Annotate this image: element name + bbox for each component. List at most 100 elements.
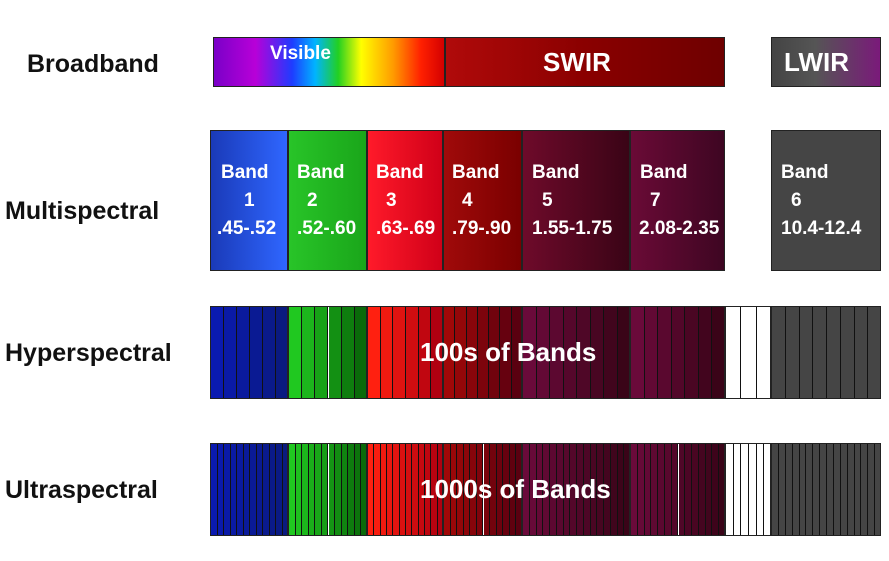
hyperspectral-band-stripe [237, 307, 250, 398]
band-3-number: 3 [386, 190, 397, 211]
ultraspectral-band-stripe [847, 444, 855, 535]
hyperspectral-band-stripe [431, 307, 442, 398]
ultraspectral-band-stripe [806, 444, 814, 535]
ultraspectral-band-stripe [308, 444, 316, 535]
ultraspectral-band-stripe [431, 444, 438, 535]
hyperspectral-segment [725, 306, 771, 399]
ultraspectral-band-stripe [733, 444, 742, 535]
hyperspectral-band-stripe [354, 307, 366, 398]
ultraspectral-band-stripe [624, 444, 629, 535]
band-2-label: Band [297, 162, 345, 183]
band-3-range: .63-.69 [376, 218, 436, 239]
ultraspectral-band-stripe [354, 444, 362, 535]
ultraspectral-segment [210, 443, 288, 536]
hyperspectral-band-stripe [263, 307, 276, 398]
ultraspectral-band-stripe [250, 444, 257, 535]
hyperspectral-band-stripe [631, 307, 645, 398]
ultraspectral-band-stripe [792, 444, 800, 535]
hyperspectral-band-stripe [799, 307, 814, 398]
ultraspectral-band-stripe [756, 444, 765, 535]
hyperspectral-segment [771, 306, 881, 399]
ultraspectral-segment [288, 443, 367, 536]
hyperspectral-band-stripe [406, 307, 419, 398]
ultraspectral-band-stripe [321, 444, 329, 535]
hyperspectral-band-stripe [868, 307, 880, 398]
band-5-box: Band 5 1.55-1.75 [522, 130, 630, 271]
ultraspectral-band-stripe [726, 444, 734, 535]
hyperspectral-band-stripe [658, 307, 672, 398]
ultraspectral-band-stripe [399, 444, 406, 535]
hyperspectral-segment [443, 306, 522, 399]
ultraspectral-band-stripe [556, 444, 564, 535]
hyperspectral-band-stripe [224, 307, 237, 398]
ultraspectral-band-stripe [237, 444, 244, 535]
band-4-range: .79-.90 [452, 218, 512, 239]
visible-bar: Visible [213, 37, 445, 87]
band-6-number: 6 [791, 190, 802, 211]
hyperspectral-band-stripe [854, 307, 869, 398]
hyperspectral-band-stripe [712, 307, 724, 398]
ultraspectral-band-stripe [543, 444, 550, 535]
hyperspectral-band-stripe [341, 307, 355, 398]
hyperspectral-band-stripe [772, 307, 786, 398]
hyperspectral-band-stripe [827, 307, 841, 398]
ultraspectral-band-stripe [631, 444, 638, 535]
ultraspectral-band-stripe [529, 444, 537, 535]
ultraspectral-band-stripe [698, 444, 706, 535]
ultraspectral-band-stripe [785, 444, 793, 535]
ultraspectral-band-stripe [224, 444, 231, 535]
ultraspectral-segment [443, 443, 522, 536]
hyperspectral-segment [210, 306, 288, 399]
hyperspectral-band-stripe [211, 307, 224, 398]
ultraspectral-band-stripe [374, 444, 381, 535]
hyperspectral-band-stripe [368, 307, 381, 398]
band-1-number: 1 [244, 190, 255, 211]
band-7-number: 7 [650, 190, 661, 211]
ultraspectral-band-stripe [604, 444, 611, 535]
ultraspectral-band-stripe [719, 444, 724, 535]
hyperspectral-band-stripe [489, 307, 501, 398]
band-5-label: Band [532, 162, 580, 183]
hyperspectral-band-stripe [289, 307, 303, 398]
ultraspectral-band-stripe [692, 444, 699, 535]
ultraspectral-band-stripe [833, 444, 841, 535]
ultraspectral-band-stripe [269, 444, 276, 535]
ultraspectral-band-stripe [827, 444, 834, 535]
ultraspectral-band-stripe [861, 444, 869, 535]
hyperspectral-bands [210, 306, 881, 399]
band-6-box: Band 6 10.4-12.4 [771, 130, 881, 271]
hyperspectral-caption: 100s of Bands [420, 337, 597, 367]
band-7-box: Band 7 2.08-2.35 [630, 130, 725, 271]
hyperspectral-band-stripe [276, 307, 287, 398]
ultraspectral-band-stripe [496, 444, 504, 535]
ultraspectral-band-stripe [523, 444, 530, 535]
hyperspectral-band-stripe [302, 307, 316, 398]
ultraspectral-band-stripe [637, 444, 645, 535]
ultraspectral-band-stripe [380, 444, 387, 535]
ultraspectral-band-stripe [799, 444, 807, 535]
band-4-label: Band [452, 162, 500, 183]
visible-label: Visible [270, 43, 331, 64]
ultraspectral-band-stripe [470, 444, 477, 535]
ultraspectral-band-stripe [644, 444, 652, 535]
hyperspectral-band-stripe [590, 307, 604, 398]
ultraspectral-band-stripe [490, 444, 497, 535]
ultraspectral-band-stripe [820, 444, 827, 535]
ultraspectral-band-stripe [813, 444, 821, 535]
ultraspectral-band-stripe [425, 444, 432, 535]
ultraspectral-band-stripe [302, 444, 309, 535]
ultraspectral-band-stripe [772, 444, 779, 535]
row-label-multispectral: Multispectral [5, 197, 160, 225]
ultraspectral-band-stripe [256, 444, 263, 535]
ultraspectral-band-stripe [444, 444, 451, 535]
hyperspectral-band-stripe [741, 307, 757, 398]
ultraspectral-band-stripe [749, 444, 757, 535]
ultraspectral-band-stripe [854, 444, 862, 535]
hyperspectral-band-stripe [500, 307, 512, 398]
hyperspectral-band-stripe [380, 307, 394, 398]
ultraspectral-band-stripe [536, 444, 544, 535]
ultraspectral-band-stripe [282, 444, 287, 535]
hyperspectral-band-stripe [698, 307, 713, 398]
ultraspectral-band-stripe [503, 444, 510, 535]
hyperspectral-band-stripe [455, 307, 467, 398]
